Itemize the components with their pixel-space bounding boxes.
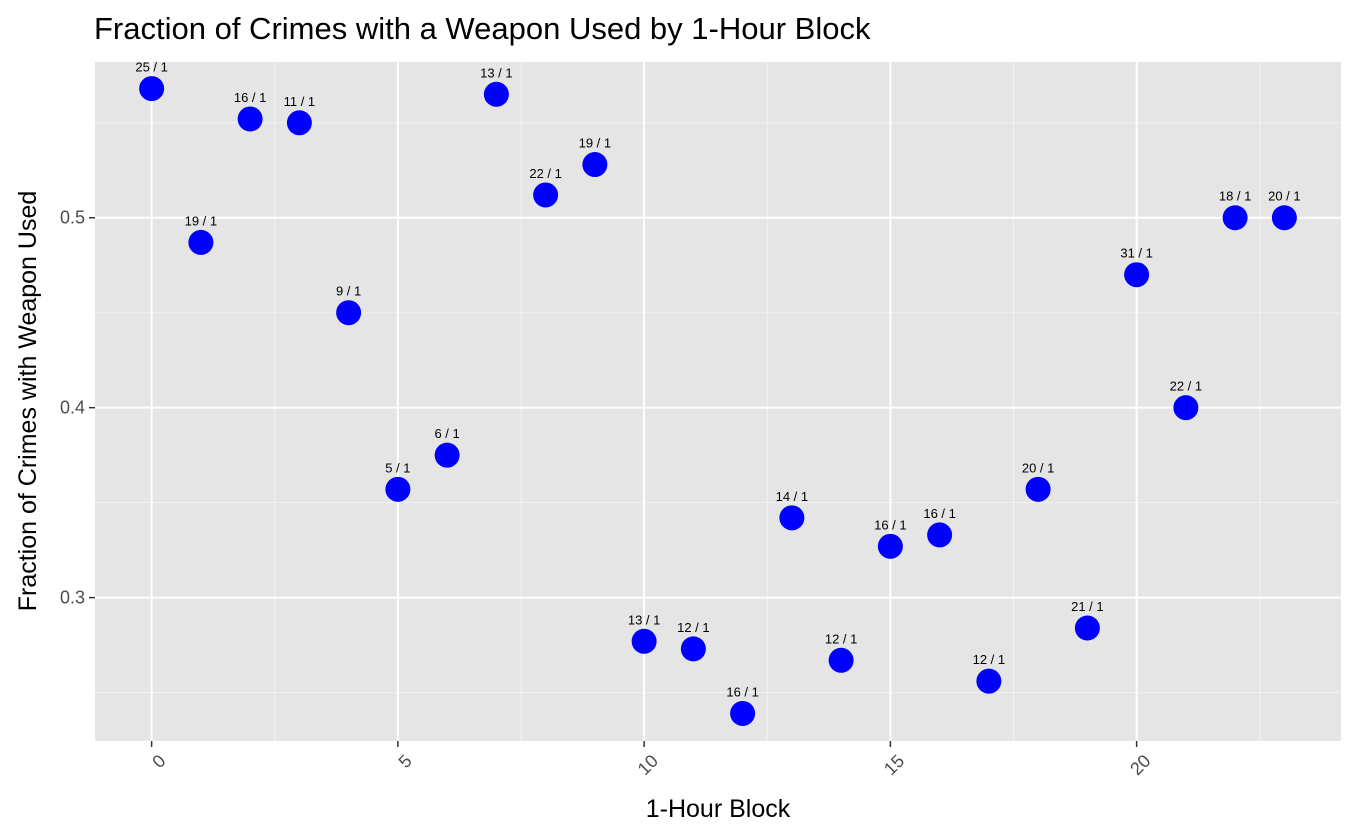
data-point bbox=[434, 442, 460, 468]
data-label: 13 / 1 bbox=[628, 612, 661, 627]
data-point bbox=[286, 110, 312, 136]
data-point bbox=[1173, 395, 1199, 421]
data-label: 16 / 1 bbox=[923, 506, 956, 521]
data-point bbox=[730, 700, 756, 726]
data-point bbox=[139, 76, 165, 102]
x-tick-label: 20 bbox=[1126, 751, 1154, 779]
data-point bbox=[483, 81, 509, 107]
data-point bbox=[533, 182, 559, 208]
y-axis-title: Fraction of Crimes with Weapon Used bbox=[14, 191, 42, 612]
data-label: 6 / 1 bbox=[434, 426, 459, 441]
chart-title: Fraction of Crimes with a Weapon Used by… bbox=[94, 11, 871, 46]
data-points bbox=[139, 76, 1297, 726]
x-axis-title: 1-Hour Block bbox=[646, 795, 791, 823]
x-tick-label: 15 bbox=[880, 751, 908, 779]
point-labels: 25 / 1 19 / 1 16 / 1 11 / 1 9 / 1 5 / 1 6 / 1 1… bbox=[135, 60, 1300, 700]
data-label: 19 / 1 bbox=[185, 213, 218, 228]
data-label: 12 / 1 bbox=[973, 652, 1006, 667]
data-label: 16 / 1 bbox=[234, 90, 267, 105]
data-label: 5 / 1 bbox=[385, 460, 410, 475]
data-label: 25 / 1 bbox=[135, 60, 168, 75]
x-tick-label: 0 bbox=[148, 751, 169, 772]
data-label: 16 / 1 bbox=[726, 684, 759, 699]
data-point bbox=[237, 106, 263, 132]
data-label: 22 / 1 bbox=[529, 166, 562, 181]
data-point bbox=[1271, 205, 1297, 231]
data-point bbox=[680, 636, 706, 662]
data-label: 12 / 1 bbox=[825, 631, 858, 646]
data-label: 14 / 1 bbox=[776, 489, 809, 504]
data-point bbox=[336, 300, 362, 326]
y-axis-ticks: 0.3 0.4 0.5 bbox=[60, 208, 95, 608]
data-point bbox=[631, 628, 657, 654]
data-label: 20 / 1 bbox=[1022, 460, 1055, 475]
data-point bbox=[877, 533, 903, 559]
x-tick-label: 10 bbox=[634, 751, 662, 779]
data-label: 11 / 1 bbox=[284, 94, 316, 109]
data-label: 31 / 1 bbox=[1120, 246, 1153, 261]
data-label: 20 / 1 bbox=[1268, 189, 1301, 204]
data-label: 13 / 1 bbox=[480, 65, 513, 80]
data-point bbox=[188, 229, 214, 255]
y-tick-label: 0.3 bbox=[60, 588, 85, 608]
data-point bbox=[779, 505, 805, 531]
data-label: 16 / 1 bbox=[874, 517, 907, 532]
x-axis-ticks: 0 5 10 15 20 bbox=[148, 741, 1154, 779]
data-point bbox=[1222, 205, 1248, 231]
data-point bbox=[1074, 615, 1100, 641]
y-tick-label: 0.4 bbox=[60, 398, 85, 418]
data-point bbox=[582, 152, 608, 178]
data-point bbox=[1124, 262, 1150, 288]
data-label: 18 / 1 bbox=[1219, 189, 1252, 204]
data-point bbox=[927, 522, 953, 548]
data-label: 12 / 1 bbox=[677, 620, 710, 635]
data-point bbox=[828, 647, 854, 673]
x-tick-label: 5 bbox=[395, 751, 416, 772]
data-label: 9 / 1 bbox=[336, 284, 361, 299]
data-point bbox=[385, 476, 411, 502]
data-label: 19 / 1 bbox=[579, 136, 612, 151]
plot-panel bbox=[95, 62, 1341, 741]
data-point bbox=[976, 668, 1002, 694]
data-point bbox=[1025, 476, 1051, 502]
y-tick-label: 0.5 bbox=[60, 208, 85, 228]
major-gridlines bbox=[95, 62, 1341, 741]
data-label: 22 / 1 bbox=[1170, 379, 1203, 394]
data-label: 21 / 1 bbox=[1071, 599, 1104, 614]
